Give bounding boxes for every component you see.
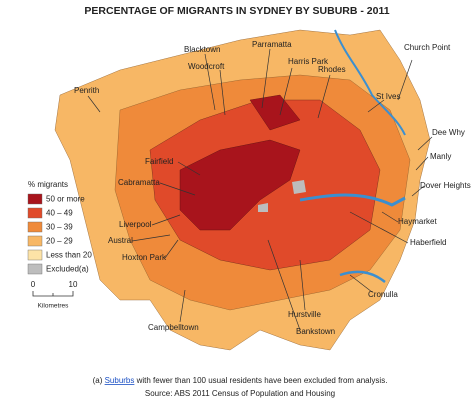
place-label: Rhodes bbox=[318, 65, 346, 74]
footnote-text: (a) bbox=[93, 376, 105, 385]
place-label: Dee Why bbox=[432, 128, 465, 137]
legend-swatch bbox=[27, 207, 43, 219]
footnote: (a) Suburbs with fewer than 100 usual re… bbox=[93, 376, 388, 385]
legend-swatch bbox=[27, 193, 43, 205]
place-label: Hoxton Park bbox=[122, 253, 167, 262]
legend-label: Excluded(a) bbox=[46, 265, 89, 274]
legend-swatch bbox=[27, 263, 43, 275]
place-label: Haymarket bbox=[398, 217, 437, 226]
legend-title: % migrants bbox=[28, 180, 68, 189]
place-label: St Ives bbox=[376, 92, 400, 101]
legend: % migrants 50 or more 40 – 49 30 – 39 20 – … bbox=[27, 180, 92, 275]
legend-swatch bbox=[27, 235, 43, 247]
place-label: Church Point bbox=[404, 43, 451, 52]
excluded-area bbox=[258, 203, 268, 212]
legend-swatch bbox=[27, 249, 43, 261]
place-label: Austral bbox=[108, 236, 133, 245]
place-label: Manly bbox=[430, 152, 451, 161]
place-label: Cabramatta bbox=[118, 178, 160, 187]
place-label: Haberfield bbox=[410, 238, 446, 247]
scale-label: 0 bbox=[31, 280, 36, 289]
scale-unit: Kilometres bbox=[38, 303, 69, 310]
legend-swatch bbox=[27, 221, 43, 233]
place-label: Fairfield bbox=[145, 157, 173, 166]
region-highest bbox=[179, 139, 301, 231]
legend-label: 50 or more bbox=[46, 195, 85, 204]
place-label: Parramatta bbox=[252, 40, 292, 49]
place-labels: Penrith Blacktown Woodcroft Parramatta H… bbox=[74, 40, 471, 336]
scale-label: 10 bbox=[69, 280, 78, 289]
place-label: Liverpool bbox=[119, 220, 152, 229]
legend-label: 40 – 49 bbox=[46, 209, 73, 218]
map bbox=[54, 29, 431, 351]
footnote-text: with fewer than 100 usual residents have… bbox=[134, 376, 387, 385]
footnote-link[interactable]: Suburbs bbox=[105, 376, 135, 385]
place-label: Campbelltown bbox=[148, 323, 199, 332]
legend-label: Less than 20 bbox=[46, 251, 92, 260]
legend-label: 30 – 39 bbox=[46, 223, 73, 232]
excluded-area bbox=[292, 180, 306, 194]
place-label: Hurstville bbox=[288, 310, 321, 319]
river bbox=[334, 29, 406, 136]
map-title: PERCENTAGE OF MIGRANTS IN SYDNEY BY SUBU… bbox=[84, 5, 389, 17]
bay bbox=[339, 270, 386, 283]
legend-label: 20 – 29 bbox=[46, 237, 73, 246]
harbour bbox=[299, 193, 406, 207]
place-label: Cronulla bbox=[368, 290, 398, 299]
scale-bar: 0 10 Kilometres bbox=[31, 280, 78, 310]
scale-line bbox=[32, 291, 74, 297]
place-label: Dover Heights bbox=[420, 181, 471, 190]
place-label: Blacktown bbox=[184, 45, 220, 54]
place-label: Woodcroft bbox=[188, 62, 225, 71]
place-label: Bankstown bbox=[296, 327, 335, 336]
place-label: Harris Park bbox=[288, 57, 329, 66]
source: Source: ABS 2011 Census of Population an… bbox=[145, 389, 335, 398]
place-label: Penrith bbox=[74, 86, 99, 95]
